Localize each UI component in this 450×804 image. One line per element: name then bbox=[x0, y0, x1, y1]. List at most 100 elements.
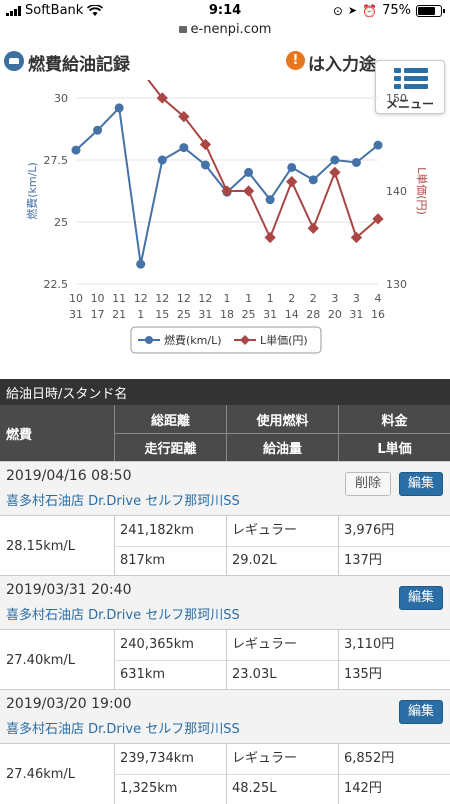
y-tick-left: 25 bbox=[54, 216, 68, 229]
record-row: 27.40km/L 240,365km レギュラー 3,110円 631km 2… bbox=[0, 629, 450, 690]
data-point-fuel-eff bbox=[179, 143, 189, 153]
data-point-unit-price bbox=[307, 222, 319, 234]
record-fuel-type: レギュラー bbox=[226, 630, 338, 660]
station-link[interactable]: 喜多村石油店 Dr.Drive セルフ那珂川SS bbox=[6, 608, 240, 623]
x-tick-label: 31 bbox=[263, 308, 277, 321]
x-tick-label: 11 bbox=[112, 292, 126, 305]
record-trip-distance: 631km bbox=[114, 660, 226, 690]
x-tick-label: 1 bbox=[137, 308, 144, 321]
x-tick-label: 12 bbox=[134, 292, 148, 305]
input-notice[interactable]: は入力途 bbox=[308, 55, 376, 75]
page-title: 燃費給油記録 bbox=[28, 55, 130, 75]
x-tick-label: 21 bbox=[112, 308, 126, 321]
x-tick-label: 12 bbox=[198, 292, 212, 305]
wifi-icon bbox=[87, 4, 104, 16]
rotation-lock-icon: ⊙ bbox=[332, 3, 343, 18]
x-tick-label: 28 bbox=[306, 308, 320, 321]
x-tick-label: 2 bbox=[288, 292, 295, 305]
record-amount: 23.03L bbox=[226, 660, 338, 690]
list-menu-icon bbox=[394, 68, 428, 90]
edit-button[interactable]: 編集 bbox=[399, 700, 443, 724]
legend-label-unit-price: L単価(円) bbox=[260, 333, 308, 347]
record-unit-price: 137円 bbox=[338, 546, 450, 576]
x-tick-label: 14 bbox=[285, 308, 299, 321]
edit-button[interactable]: 編集 bbox=[399, 586, 443, 610]
data-point-unit-price bbox=[372, 213, 384, 225]
record-row: 27.46km/L 239,734km レギュラー 6,852円 1,325km… bbox=[0, 743, 450, 804]
x-tick-label: 3 bbox=[331, 292, 338, 305]
data-point-fuel-eff bbox=[114, 103, 124, 113]
record-cost: 3,976円 bbox=[338, 516, 450, 546]
data-point-fuel-eff bbox=[373, 140, 383, 150]
x-tick-label: 3 bbox=[353, 292, 360, 305]
delete-button[interactable]: 削除 bbox=[345, 472, 391, 496]
x-tick-label: 10 bbox=[69, 292, 83, 305]
status-bar: SoftBank 9:14 ⊙ ➤ ⏰ 75% bbox=[0, 0, 450, 22]
info-icon[interactable]: ! bbox=[286, 51, 305, 70]
x-tick-label: 12 bbox=[177, 292, 191, 305]
row-divider bbox=[114, 660, 450, 661]
carrier-name: SoftBank bbox=[25, 3, 84, 18]
data-point-fuel-eff bbox=[330, 155, 340, 165]
header-amount: 給油量 bbox=[226, 433, 338, 461]
record-cost: 6,852円 bbox=[338, 744, 450, 774]
y-tick-left: 22.5 bbox=[44, 278, 69, 291]
table-title: 給油日時/スタンド名 bbox=[0, 379, 450, 405]
record-datetime: 2019/04/16 08:50 bbox=[6, 468, 132, 484]
data-point-fuel-eff bbox=[200, 160, 210, 170]
record-total-distance: 239,734km bbox=[114, 744, 226, 774]
legend-box bbox=[130, 326, 322, 354]
header-trip-distance: 走行距離 bbox=[114, 433, 226, 461]
clock: 9:14 bbox=[208, 3, 242, 18]
record-unit-price: 135円 bbox=[338, 660, 450, 690]
x-tick-label: 17 bbox=[91, 308, 105, 321]
record-header: 2019/04/16 08:50 喜多村石油店 Dr.Drive セルフ那珂川S… bbox=[0, 461, 450, 515]
data-point-fuel-eff bbox=[157, 155, 167, 165]
header-cost: 料金 bbox=[338, 405, 450, 433]
data-point-unit-price bbox=[242, 185, 255, 197]
y-tick-left: 27.5 bbox=[44, 154, 69, 167]
data-point-fuel-eff bbox=[93, 125, 103, 135]
x-tick-label: 10 bbox=[91, 292, 105, 305]
fuel-record-table: 給油日時/スタンド名 燃費 総距離 使用燃料 料金 走行距離 給油量 L単価 2… bbox=[0, 379, 450, 804]
x-tick-label: 31 bbox=[349, 308, 363, 321]
row-divider bbox=[114, 546, 450, 547]
x-tick-label: 1 bbox=[224, 292, 231, 305]
location-icon: ➤ bbox=[347, 4, 358, 17]
record-header: 2019/03/31 20:40 喜多村石油店 Dr.Drive セルフ那珂川S… bbox=[0, 575, 450, 629]
menu-button[interactable]: メニュー bbox=[375, 60, 445, 114]
legend-label-fuel-eff: 燃費(km/L) bbox=[164, 333, 222, 347]
legend-marker-unit-price bbox=[240, 335, 250, 345]
station-link[interactable]: 喜多村石油店 Dr.Drive セルフ那珂川SS bbox=[6, 494, 240, 509]
x-tick-label: 25 bbox=[177, 308, 191, 321]
x-tick-label: 1 bbox=[245, 292, 252, 305]
data-point-unit-price bbox=[329, 166, 341, 179]
record-fuel-eff: 28.15km/L bbox=[6, 538, 76, 554]
record-trip-distance: 1,325km bbox=[114, 774, 226, 804]
battery-percent: 75% bbox=[382, 3, 411, 18]
record-fuel-type: レギュラー bbox=[226, 744, 338, 774]
record-fuel-type: レギュラー bbox=[226, 516, 338, 546]
data-point-fuel-eff bbox=[265, 195, 275, 205]
x-tick-label: 31 bbox=[69, 308, 83, 321]
x-tick-label: 15 bbox=[155, 308, 169, 321]
y-tick-right: 140 bbox=[386, 185, 407, 198]
url-bar[interactable]: e-nenpi.com bbox=[0, 22, 450, 44]
y-axis-title-right: L単価(円) bbox=[415, 167, 429, 215]
page-header: 燃費給油記録 ! は入力途 bbox=[0, 46, 450, 76]
x-tick-label: 25 bbox=[242, 308, 256, 321]
legend-marker-fuel-eff bbox=[145, 336, 153, 344]
x-tick-label: 18 bbox=[220, 308, 234, 321]
data-point-fuel-eff bbox=[351, 157, 361, 167]
x-tick-label: 12 bbox=[155, 292, 169, 305]
record-header: 2019/03/20 19:00 喜多村石油店 Dr.Drive セルフ那珂川S… bbox=[0, 689, 450, 743]
station-link[interactable]: 喜多村石油店 Dr.Drive セルフ那珂川SS bbox=[6, 722, 240, 737]
signal-icon bbox=[6, 5, 21, 16]
edit-button[interactable]: 編集 bbox=[399, 472, 443, 496]
x-tick-label: 20 bbox=[328, 308, 342, 321]
record-datetime: 2019/03/31 20:40 bbox=[6, 582, 132, 598]
data-point-fuel-eff bbox=[71, 145, 81, 155]
data-point-unit-price bbox=[286, 176, 298, 188]
data-point-unit-price bbox=[264, 231, 276, 244]
